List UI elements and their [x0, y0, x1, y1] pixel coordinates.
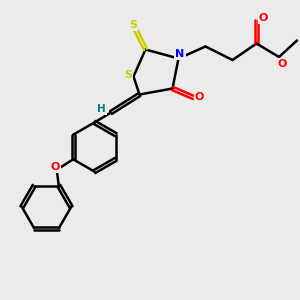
Text: H: H: [97, 104, 106, 114]
Text: N: N: [176, 49, 184, 59]
Text: O: O: [258, 13, 268, 23]
Text: O: O: [50, 162, 60, 172]
Text: O: O: [277, 58, 287, 69]
Text: O: O: [195, 92, 204, 103]
Text: S: S: [130, 20, 137, 31]
Text: S: S: [124, 70, 132, 80]
